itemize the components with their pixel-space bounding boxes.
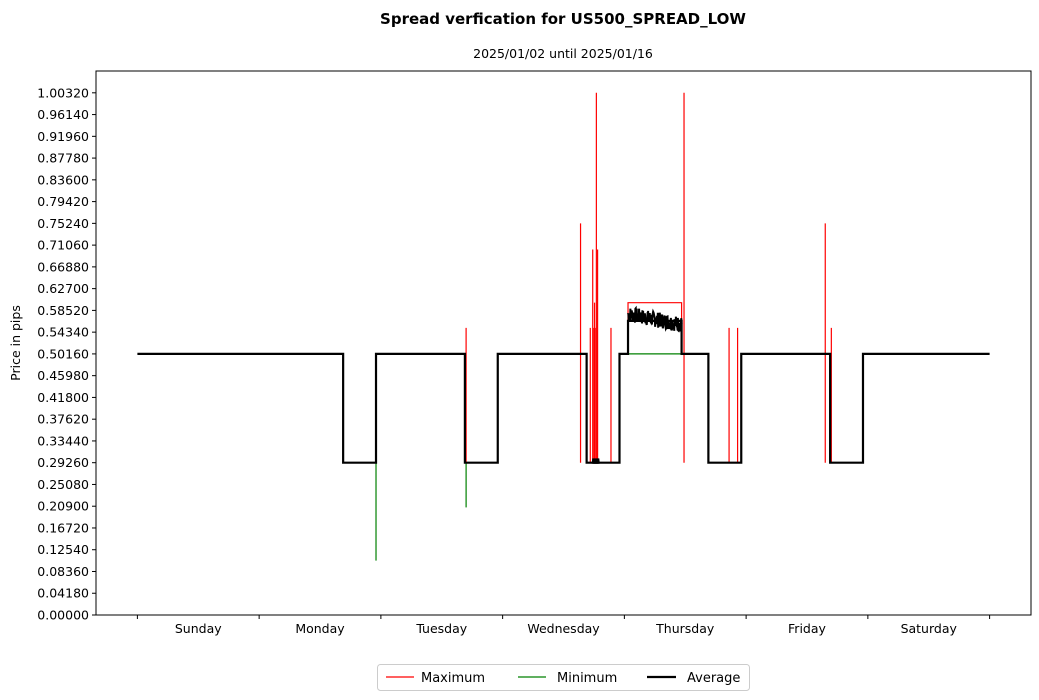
y-tick-label: 0.96140 bbox=[37, 107, 89, 122]
chart-title: Spread verfication for US500_SPREAD_LOW bbox=[380, 10, 746, 28]
y-tick-label: 0.00000 bbox=[37, 608, 89, 623]
y-tick-label: 0.16720 bbox=[37, 520, 89, 535]
y-tick-label: 0.08360 bbox=[37, 564, 89, 579]
legend-box bbox=[377, 664, 750, 691]
y-tick-label: 0.37620 bbox=[37, 412, 89, 427]
x-day-label: Tuesday bbox=[415, 621, 467, 636]
y-tick-label: 0.91960 bbox=[37, 129, 89, 144]
y-tick-label: 0.20900 bbox=[37, 499, 89, 514]
y-tick-label: 0.45980 bbox=[37, 368, 89, 383]
x-day-label: Thursday bbox=[655, 621, 715, 636]
average-series-jitter bbox=[591, 458, 600, 464]
y-tick-label: 0.25080 bbox=[37, 477, 89, 492]
y-tick-label: 0.04180 bbox=[37, 586, 89, 601]
x-axis-ticks: Sunday Monday Tuesday Wednesday Thursday Frid… bbox=[136, 615, 991, 636]
x-day-label: Wednesday bbox=[527, 621, 600, 636]
plot-frame bbox=[95, 70, 1032, 616]
y-tick-label: 0.33440 bbox=[37, 433, 89, 448]
x-day-label: Friday bbox=[788, 621, 826, 636]
legend-average-label: Average bbox=[687, 671, 740, 686]
y-tick-label: 0.58520 bbox=[37, 303, 89, 318]
y-tick-label: 0.66880 bbox=[37, 259, 89, 274]
y-tick-label: 0.62700 bbox=[37, 281, 89, 296]
y-tick-label: 0.83600 bbox=[37, 172, 89, 187]
x-day-label: Monday bbox=[295, 621, 345, 636]
y-tick-label: 0.41800 bbox=[37, 390, 89, 405]
y-tick-label: 1.00320 bbox=[37, 85, 89, 100]
y-tick-label: 0.54340 bbox=[37, 325, 89, 340]
legend: Maximum Minimum Average bbox=[377, 664, 750, 691]
y-tick-label: 0.50160 bbox=[37, 346, 89, 361]
plot-area bbox=[137, 92, 990, 561]
legend-maximum-label: Maximum bbox=[421, 671, 485, 686]
y-tick-label: 0.79420 bbox=[37, 194, 89, 209]
chart-subtitle: 2025/01/02 until 2025/01/16 bbox=[473, 46, 653, 61]
y-tick-label: 0.75240 bbox=[37, 216, 89, 231]
average-series-noise bbox=[627, 305, 683, 333]
y-tick-label: 0.12540 bbox=[37, 542, 89, 557]
y-axis-label: Price in pips bbox=[8, 305, 23, 381]
y-tick-label: 0.71060 bbox=[37, 238, 89, 253]
x-day-label: Sunday bbox=[175, 621, 222, 636]
average-series-line bbox=[137, 319, 990, 464]
y-tick-label: 0.29260 bbox=[37, 455, 89, 470]
y-tick-label: 0.87780 bbox=[37, 151, 89, 166]
y-axis-ticks: 0.00000 0.04180 0.08360 0.12540 0.16720 0.209… bbox=[37, 85, 96, 623]
x-day-label: Saturday bbox=[901, 621, 958, 636]
legend-minimum-label: Minimum bbox=[557, 671, 617, 686]
